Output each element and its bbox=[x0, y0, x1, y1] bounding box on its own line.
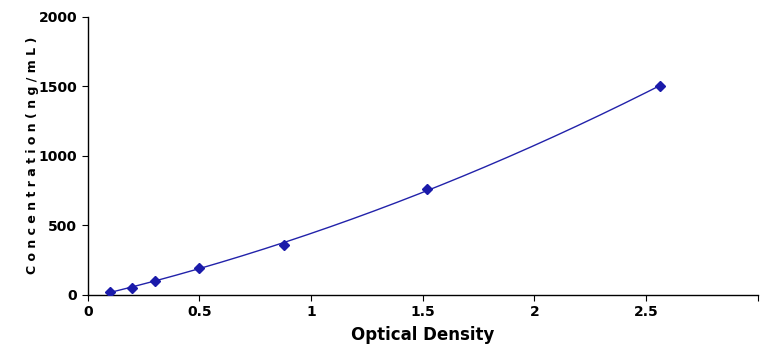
X-axis label: Optical Density: Optical Density bbox=[351, 326, 494, 344]
Y-axis label: C o n c e n t r a t i o n ( n g / m L ): C o n c e n t r a t i o n ( n g / m L ) bbox=[26, 37, 39, 274]
